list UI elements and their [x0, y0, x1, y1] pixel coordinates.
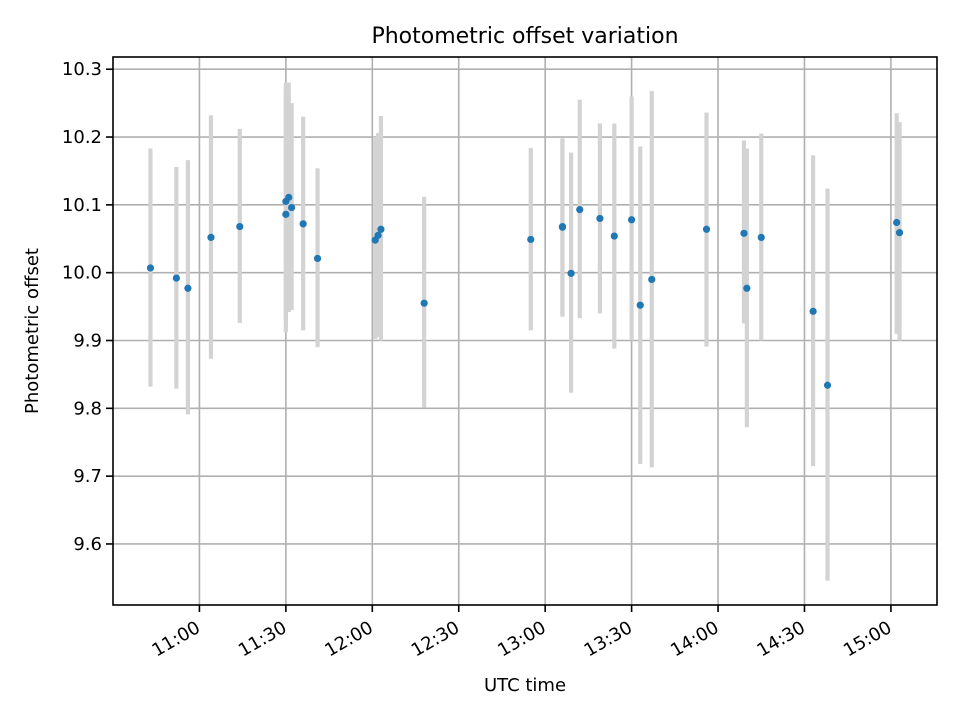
data-point: [648, 275, 656, 284]
y-tick-label: 10.1: [62, 195, 102, 216]
y-axis-label: Photometric offset: [22, 248, 43, 414]
x-tick-label: 11:30: [235, 617, 290, 661]
data-point: [184, 284, 192, 292]
y-tick-label: 9.6: [73, 534, 102, 555]
data-point: [207, 233, 215, 242]
x-tick-label: 13:00: [494, 617, 549, 661]
data-point: [743, 284, 751, 292]
data-point: [610, 232, 618, 240]
x-tick-label: 12:30: [408, 617, 463, 661]
data-point: [288, 203, 296, 212]
data-point: [236, 222, 244, 231]
x-tick-label: 12:00: [321, 617, 376, 661]
x-tick-label: 14:00: [667, 617, 722, 661]
y-axis-ticks: 9.6 9.7 9.8 9.9 10.0 10.1 10.2 10.3: [62, 59, 113, 555]
data-point: [567, 269, 575, 277]
x-axis-label: UTC time: [484, 675, 566, 696]
data-point: [702, 225, 711, 233]
y-tick-label: 10.0: [62, 263, 102, 284]
data-point: [823, 381, 832, 389]
y-tick-label: 9.7: [73, 466, 102, 487]
data-point: [893, 218, 901, 227]
data-point: [146, 264, 155, 272]
data-point: [527, 235, 535, 244]
y-tick-label: 9.8: [73, 398, 102, 419]
data-point: [377, 225, 385, 233]
data-point: [420, 299, 428, 307]
x-tick-label: 11:00: [149, 617, 204, 661]
data-point: [596, 214, 604, 223]
x-tick-label: 13:30: [581, 617, 636, 661]
data-point: [740, 229, 748, 237]
data-point: [374, 231, 382, 239]
x-tick-label: 15:00: [840, 617, 895, 661]
plot-frame: [112, 56, 938, 606]
data-point: [895, 229, 904, 237]
y-tick-label: 9.9: [73, 330, 102, 351]
data-point: [628, 216, 636, 224]
data-point: [313, 254, 322, 263]
data-point: [757, 233, 765, 242]
data-point: [636, 301, 644, 309]
error-bars: [148, 82, 902, 581]
x-tick-label: 14:30: [754, 617, 809, 661]
data-points: [146, 193, 904, 389]
y-tick-label: 10.2: [62, 127, 102, 148]
data-point: [558, 223, 567, 231]
data-point: [576, 205, 584, 214]
data-point: [172, 274, 180, 282]
data-point: [285, 193, 293, 201]
data-point: [299, 220, 307, 228]
x-axis-ticks: 11:00 11:30 12:00 12:30 13:00 13:30 14:00 14:30…: [149, 605, 895, 661]
y-tick-label: 10.3: [62, 59, 102, 80]
data-point: [809, 307, 817, 315]
chart-title: Photometric offset variation: [371, 24, 678, 49]
data-point: [282, 210, 290, 218]
